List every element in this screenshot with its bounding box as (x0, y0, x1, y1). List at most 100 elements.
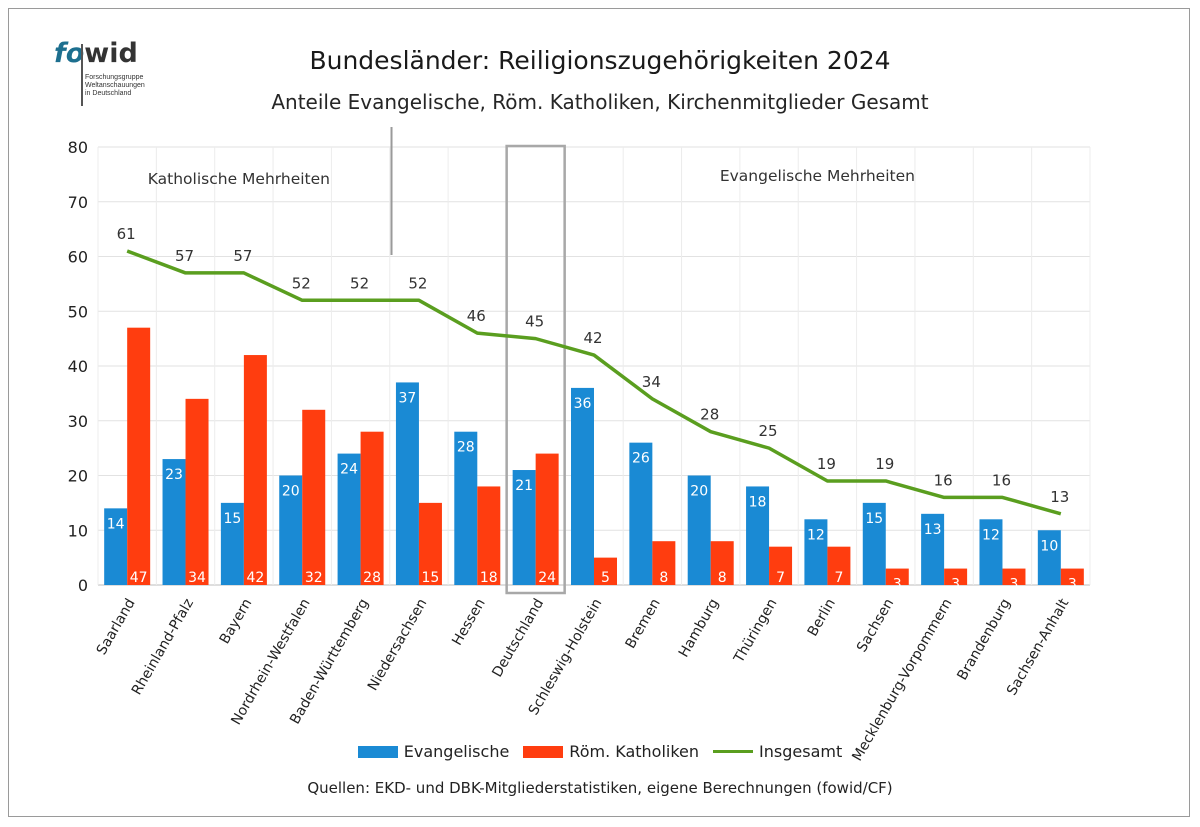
bar-katholiken (360, 431, 384, 585)
line-label-insgesamt: 52 (292, 274, 311, 292)
line-label-insgesamt: 25 (759, 422, 778, 440)
bar-katholiken (243, 355, 267, 585)
legend-swatch-insgesamt (713, 750, 754, 753)
bar-label-evangelische: 15 (223, 511, 241, 527)
bar-label-evangelische: 14 (107, 516, 125, 532)
bar-evangelische (512, 470, 536, 585)
bar-label-katholiken: 18 (480, 570, 498, 586)
bar-katholiken (418, 502, 442, 585)
bar-label-katholiken: 24 (538, 570, 556, 586)
bar-evangelische (337, 453, 361, 585)
bar-label-evangelische: 24 (340, 462, 358, 478)
y-tick-label: 0 (78, 576, 88, 595)
x-tick-label: Rheinland-Pfalz (129, 596, 197, 698)
legend-item-insgesamt: Insgesamt (713, 742, 842, 761)
bar-evangelische (1037, 530, 1061, 585)
x-tick-label: Niedersachsen (365, 596, 431, 694)
bar-label-katholiken: 5 (601, 570, 610, 586)
chart-frame (8, 8, 1190, 817)
y-tick-label: 60 (68, 248, 88, 267)
legend-swatch-evangelische (357, 745, 398, 758)
line-insgesamt (126, 249, 1062, 516)
line-label-insgesamt: 52 (408, 274, 427, 292)
bar-label-katholiken: 42 (246, 570, 264, 586)
bar-label-katholiken: 34 (188, 570, 206, 586)
bar-label-evangelische: 12 (982, 527, 1000, 543)
bar-label-katholiken: 3 (1010, 577, 1019, 593)
x-tick-label: Saarland (94, 596, 139, 658)
bar-katholiken (594, 557, 617, 585)
line-label-insgesamt: 34 (642, 373, 661, 391)
bar-label-evangelische: 28 (457, 440, 475, 456)
bar-label-evangelische: 37 (399, 390, 417, 406)
x-tick-label: Mecklenburg-Vorpommern (849, 596, 955, 764)
bar-katholiken (652, 541, 676, 585)
line-label-insgesamt: 13 (1050, 488, 1069, 506)
annotation-catholic-majority: Katholische Mehrheiten (148, 170, 330, 188)
line-label-insgesamt: 19 (875, 455, 894, 473)
bar-label-evangelische: 18 (749, 494, 767, 510)
bar-katholiken (477, 486, 501, 585)
bar-label-katholiken: 32 (305, 570, 323, 586)
bar-evangelische (104, 508, 128, 585)
line-label-insgesamt: 46 (467, 307, 486, 325)
line-label-insgesamt: 57 (175, 247, 194, 265)
x-tick-label: Sachsen-Anhalt (1004, 596, 1073, 699)
bar-katholiken (944, 568, 968, 585)
bar-katholiken (827, 546, 851, 585)
bar-evangelische (571, 387, 594, 585)
bar-label-evangelische: 23 (165, 467, 183, 483)
line-label-insgesamt: 42 (583, 329, 602, 347)
y-tick-label: 20 (68, 467, 88, 486)
bar-label-evangelische: 10 (1040, 538, 1058, 554)
y-tick-label: 30 (68, 412, 88, 431)
source-note: Quellen: EKD- und DBK-Mitgliederstatisti… (307, 779, 893, 797)
x-tick-label: Thüringen (731, 596, 781, 667)
line-label-insgesamt: 28 (700, 406, 719, 424)
line-label-insgesamt: 19 (817, 455, 836, 473)
bar-label-evangelische: 13 (924, 522, 942, 538)
bar-evangelische (804, 519, 828, 585)
bar-katholiken (302, 409, 326, 585)
bar-katholiken (127, 327, 151, 585)
x-tick-label: Hessen (449, 596, 488, 648)
bar-label-katholiken: 47 (130, 570, 148, 586)
bar-evangelische (746, 486, 770, 585)
bar-label-evangelische: 26 (632, 451, 650, 467)
y-tick-label: 70 (68, 193, 88, 212)
bar-evangelische (454, 431, 478, 585)
bar-label-katholiken: 15 (422, 570, 440, 586)
bar-label-evangelische: 20 (690, 484, 708, 500)
bar-label-katholiken: 7 (834, 570, 843, 586)
bar-label-evangelische: 21 (515, 478, 533, 494)
legend-item-evangelische: Evangelische (357, 742, 509, 761)
bar-katholiken (535, 453, 559, 585)
legend-label-katholiken: Röm. Katholiken (569, 742, 700, 761)
bar-evangelische (629, 442, 653, 585)
bar-label-katholiken: 8 (718, 570, 727, 586)
line-label-insgesamt: 45 (525, 313, 544, 331)
line-label-insgesamt: 16 (992, 471, 1011, 489)
annotation-protestant-majority: Evangelische Mehrheiten (720, 167, 915, 185)
bar-label-evangelische: 20 (282, 484, 300, 500)
bar-evangelische (162, 459, 186, 585)
logo-subtitle: Forschungsgruppe Weltanschauungen in Deu… (85, 74, 145, 97)
x-tick-label: Sachsen (854, 596, 897, 655)
bar-evangelische (862, 502, 886, 585)
x-tick-label: Bayern (217, 596, 256, 647)
bar-katholiken (885, 568, 909, 585)
bar-katholiken (1060, 568, 1084, 585)
highlight-box-deutschland (505, 144, 566, 595)
legend-item-katholiken: Röm. Katholiken (523, 742, 699, 761)
bar-label-evangelische: 12 (807, 527, 825, 543)
x-tick-label: Berlin (805, 596, 839, 639)
bar-katholiken (769, 546, 793, 585)
x-tick-label: Bremen (623, 596, 664, 651)
bar-label-evangelische: 36 (574, 396, 592, 412)
bar-katholiken (185, 398, 209, 585)
bar-evangelische (687, 475, 711, 585)
y-tick-label: 80 (68, 138, 88, 157)
fowid-logo: fowid Forschungsgruppe Weltanschauungen … (54, 38, 164, 110)
line-label-insgesamt: 16 (934, 471, 953, 489)
